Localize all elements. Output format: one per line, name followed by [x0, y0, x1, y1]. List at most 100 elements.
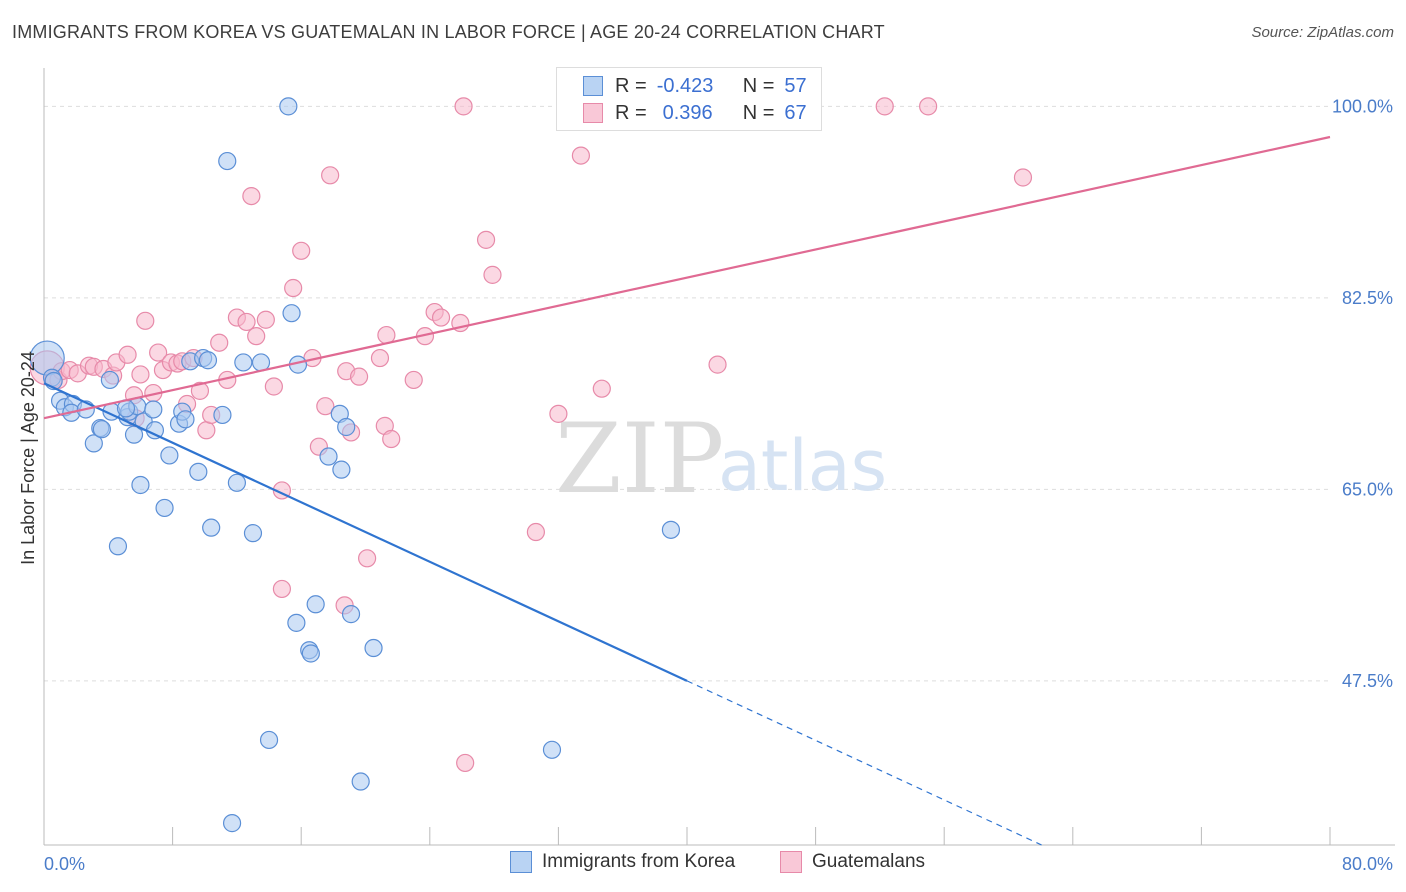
guatemalans-point-11 [118, 345, 137, 364]
guatemalans-point-48 [382, 429, 401, 449]
x-tick-label-1: 80.0% [1342, 854, 1393, 874]
axes [43, 68, 1395, 846]
korea-point-25 [189, 462, 208, 481]
korea-point-32 [234, 353, 253, 372]
korea-point-15 [124, 425, 144, 444]
guatemalans-point-61 [592, 379, 611, 398]
korea-point-8 [84, 434, 103, 453]
guatemalans-point-66 [1013, 168, 1033, 187]
trend-lines [43, 135, 1331, 846]
legend-swatch-pink [780, 851, 802, 873]
guatemalans-point-25 [197, 421, 216, 440]
korea-point-52 [155, 498, 174, 518]
korea-point-37 [282, 304, 301, 323]
korea-point-48 [364, 638, 383, 658]
korea-point-18 [144, 400, 163, 419]
korea-point-46 [337, 417, 356, 437]
guatemalans-point-44 [349, 367, 369, 386]
guatemalans-point-41 [321, 166, 340, 185]
y-axis-label: In Labor Force | Age 20-24 [18, 351, 38, 565]
korea-point-47 [341, 605, 361, 624]
legend-item-guatemalans: Guatemalans [780, 851, 925, 873]
legend-swatch-pink [583, 103, 603, 123]
legend-label-korea: Immigrants from Korea [542, 851, 736, 872]
guatemalans-point-50 [404, 370, 423, 390]
korea-point-10 [92, 420, 111, 439]
korea-point-28 [202, 518, 221, 537]
korea-point-39 [287, 613, 306, 632]
guatemalans-point-33 [256, 310, 275, 329]
guatemalans-point-30 [237, 312, 256, 332]
legend-n-label: N = [742, 74, 775, 97]
korea-point-33 [243, 524, 263, 543]
korea-point-55 [661, 520, 681, 539]
guatemalans-point-57 [483, 265, 502, 284]
legend-item-korea: Immigrants from Korea [510, 851, 735, 873]
legend-r-label: R = [615, 74, 647, 97]
legend-n-value: 57 [784, 74, 807, 97]
korea-point-50 [222, 814, 242, 833]
guatemalans-point-14 [131, 365, 150, 384]
legend-n-label: N = [742, 101, 775, 124]
x-tick-label-0: 0.0% [44, 854, 85, 874]
guatemalans-point-17 [149, 343, 168, 362]
korea-point-30 [218, 151, 237, 171]
guatemalans-point-64 [875, 97, 894, 116]
korea-point-41 [301, 644, 320, 663]
legend-row-korea: R = -0.423 N = 57 [583, 73, 807, 99]
legend-r-label: R = [615, 101, 647, 124]
y-tick-label-3: 100.0% [1332, 96, 1393, 116]
guatemalans-point-53 [431, 308, 451, 327]
guatemalans-point-31 [242, 186, 261, 206]
guatemalans-point-67 [454, 97, 473, 116]
guatemalans-point-45 [358, 549, 377, 568]
guatemalans-point-32 [247, 327, 266, 346]
guatemalans-point-65 [919, 97, 938, 116]
legend-label-guatemalans: Guatemalans [812, 851, 926, 872]
guatemalans-point-60 [571, 146, 591, 165]
guatemalans-point-58 [526, 522, 545, 542]
guatemalans-point-24 [190, 381, 210, 400]
legend-swatch-blue [583, 76, 603, 96]
legend-n-value: 67 [784, 101, 807, 124]
y-tick-label-1: 65.0% [1342, 479, 1393, 499]
korea-trend-extension [686, 680, 1042, 846]
watermark-zip: ZIP [555, 403, 724, 515]
watermark: ZIP atlas [555, 403, 887, 515]
korea-point-53 [108, 537, 128, 556]
guatemalans-point-63 [708, 355, 727, 374]
korea-trend-line [43, 382, 688, 682]
korea-point-45 [332, 460, 351, 479]
legend-row-guatemalans: R = 0.396 N = 67 [583, 100, 807, 126]
korea-point-43 [319, 447, 338, 466]
gridlines [44, 105, 1330, 682]
guatemalans-point-68 [272, 579, 292, 599]
korea-point-29 [213, 405, 232, 425]
watermark-atlas: atlas [718, 425, 887, 507]
guatemalans-point-56 [476, 230, 496, 249]
guatemalans-point-37 [292, 241, 311, 260]
korea-point-54 [542, 740, 562, 759]
korea-point-11 [100, 370, 120, 390]
korea-point-51 [131, 475, 150, 495]
guatemalans-point-59 [549, 404, 568, 423]
series-legend: Immigrants from Korea Guatemalans [0, 851, 1406, 881]
guatemalans-point-27 [210, 333, 229, 352]
tick-labels: 47.5% 65.0% 82.5% 100.0% 0.0% 80.0% [44, 96, 1393, 874]
guatemalans-point-46 [370, 348, 390, 368]
source-label: Source: ZipAtlas.com [1251, 24, 1394, 41]
guatemalans-point-55 [456, 753, 475, 773]
korea-point-42 [306, 595, 325, 614]
korea-point-27 [198, 351, 218, 370]
korea-point-23 [176, 410, 195, 429]
legend-swatch-blue [510, 851, 532, 873]
korea-point-31 [227, 473, 246, 492]
korea-point-49 [351, 772, 370, 791]
y-tick-label-0: 47.5% [1342, 671, 1393, 691]
legend-r-value: -0.423 [656, 74, 714, 97]
guatemalans-point-15 [136, 311, 155, 330]
correlation-legend: R = -0.423 N = 57 R = 0.396 N = 67 [556, 67, 822, 131]
guatemalans-trend-line [43, 135, 1331, 420]
guatemalans-point-34 [264, 377, 283, 396]
